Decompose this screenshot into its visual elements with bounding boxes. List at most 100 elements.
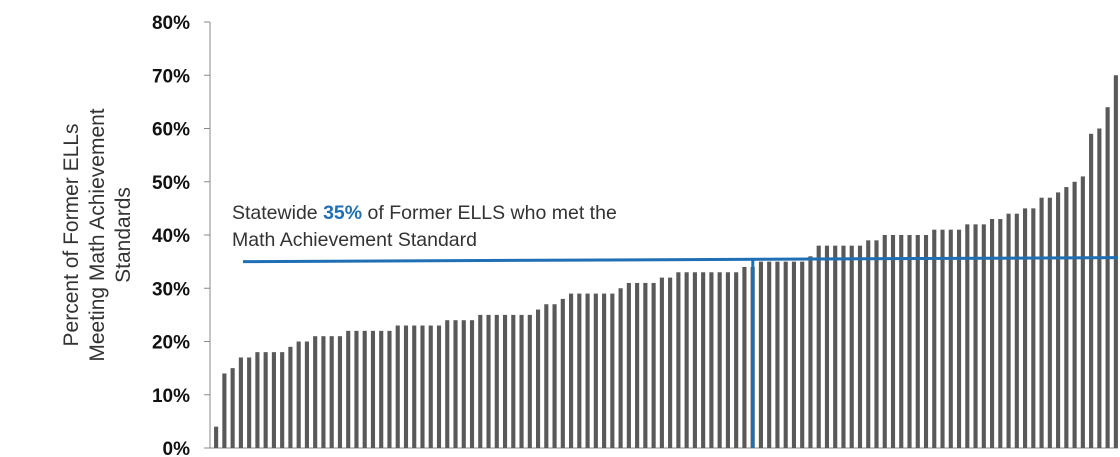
bar <box>585 293 590 448</box>
bar <box>833 245 838 448</box>
y-axis-title-line-2: Meeting Math Achievement <box>86 108 109 361</box>
statewide-annotation-line-2: Math Achievement Standard <box>232 229 477 251</box>
bar <box>890 235 896 448</box>
bar <box>486 314 491 449</box>
y-tick-label: 80% <box>152 13 190 34</box>
bar <box>313 336 318 448</box>
y-tick-label: 70% <box>152 66 190 87</box>
bar <box>775 261 780 449</box>
bar <box>849 245 854 448</box>
bar <box>296 341 301 448</box>
bar <box>1031 208 1036 449</box>
bar <box>1023 208 1028 449</box>
bar <box>453 320 458 448</box>
bar <box>1097 128 1102 448</box>
bar <box>535 309 541 448</box>
y-axis-title-line-3: Standards <box>112 187 135 283</box>
bar <box>494 314 499 449</box>
bar <box>882 235 887 448</box>
bar <box>304 341 309 448</box>
bar <box>577 293 582 448</box>
bar <box>354 330 359 448</box>
bar <box>1006 213 1011 448</box>
bar <box>403 325 409 448</box>
bar <box>1047 197 1052 448</box>
bar <box>469 320 475 448</box>
bar <box>271 352 276 448</box>
bar <box>1072 181 1077 448</box>
bar <box>519 314 524 449</box>
bar <box>808 256 813 448</box>
bar <box>932 229 937 448</box>
bar <box>742 266 747 448</box>
y-tick-label: 0% <box>163 439 191 457</box>
y-tick-label: 60% <box>152 120 190 141</box>
bar <box>626 282 631 448</box>
bar <box>965 224 970 448</box>
bar <box>791 261 797 449</box>
bar <box>280 352 285 448</box>
bar <box>379 330 384 448</box>
bar <box>552 304 557 448</box>
y-tick-label: 50% <box>152 173 190 194</box>
bar <box>725 272 730 448</box>
bar <box>387 330 392 448</box>
statewide-reference-line <box>242 256 1119 264</box>
bar <box>866 240 871 448</box>
y-tick-label: 20% <box>152 333 190 354</box>
bar <box>602 293 607 448</box>
bar <box>800 261 805 449</box>
bar <box>734 272 739 448</box>
bar <box>1113 75 1118 448</box>
bar <box>214 426 219 448</box>
bar <box>651 282 656 448</box>
annotation-highlight-value: 35% <box>323 202 362 224</box>
bar <box>1014 213 1019 448</box>
y-axis-tick-labels: 0% 10% 20% 30% 40% 50% 60% 70% 80% <box>152 13 210 457</box>
bar <box>544 304 549 448</box>
bar <box>956 229 962 448</box>
bar <box>940 229 945 448</box>
bar <box>370 330 376 448</box>
bar <box>841 245 846 448</box>
bar <box>981 224 986 448</box>
bar <box>263 352 268 448</box>
bar <box>288 346 293 448</box>
bar <box>857 245 863 448</box>
bar <box>222 373 227 448</box>
bar <box>816 245 821 448</box>
bar <box>329 336 334 448</box>
bar <box>676 272 681 448</box>
bar <box>412 325 417 448</box>
y-tick-label: 30% <box>152 279 190 300</box>
bar <box>436 325 442 448</box>
bar <box>1080 176 1085 448</box>
bar <box>973 224 978 448</box>
bar <box>874 240 879 448</box>
bar <box>337 336 343 448</box>
bar <box>948 229 953 448</box>
bar <box>668 277 673 448</box>
bar <box>717 272 722 448</box>
bar <box>478 314 483 449</box>
y-axis-title-line-1: Percent of Former ELLs <box>60 124 83 347</box>
bar <box>1089 133 1094 448</box>
y-tick-label: 40% <box>152 226 190 247</box>
bar <box>502 314 508 449</box>
bar <box>998 219 1003 448</box>
y-axis-title: Percent of Former ELLs Meeting Math Achi… <box>60 108 135 361</box>
bar <box>1064 187 1069 448</box>
annotation-suffix: of Former ELLS who met the <box>362 202 617 224</box>
bar <box>824 245 830 448</box>
bar <box>461 320 466 448</box>
bar <box>395 325 400 448</box>
bar <box>701 272 706 448</box>
bar <box>346 330 351 448</box>
bars <box>214 75 1118 449</box>
bar <box>511 314 516 449</box>
bar <box>618 288 623 448</box>
bar <box>684 272 689 448</box>
bar <box>758 261 763 449</box>
bar <box>230 368 235 449</box>
bar <box>899 235 904 448</box>
